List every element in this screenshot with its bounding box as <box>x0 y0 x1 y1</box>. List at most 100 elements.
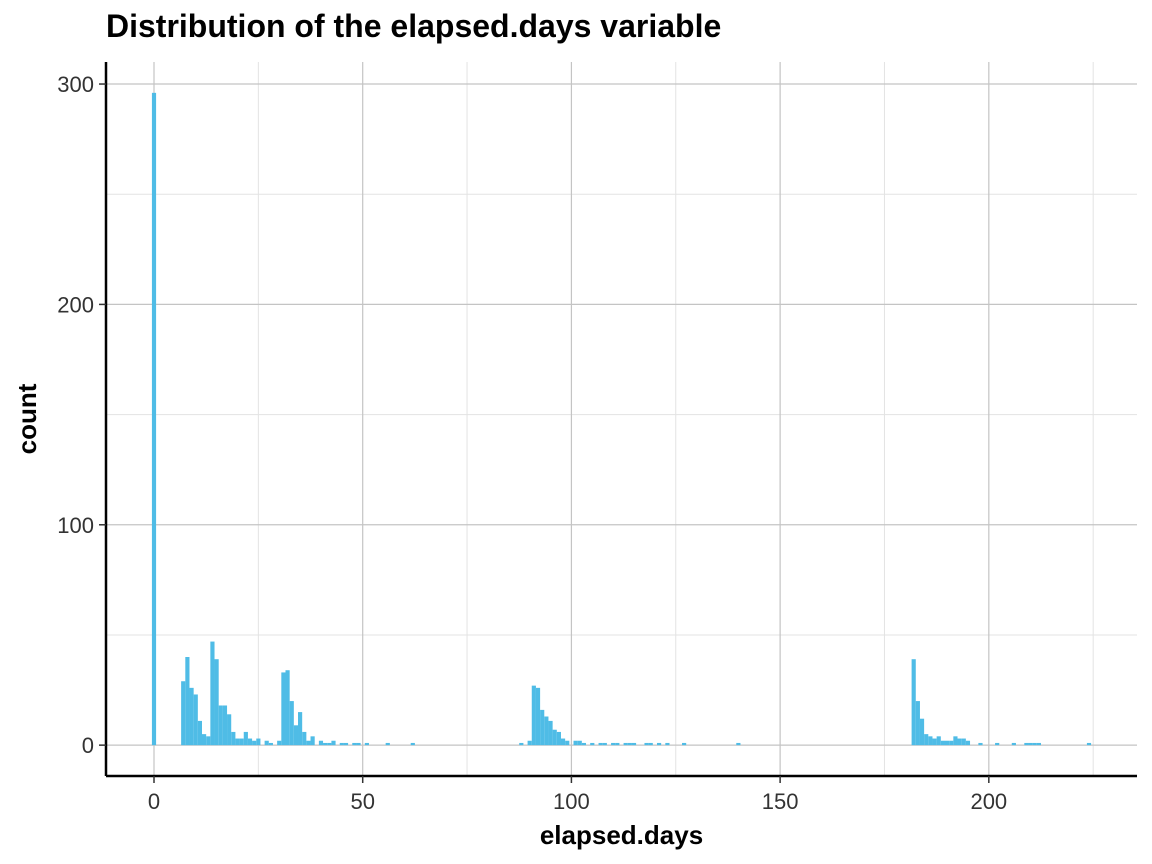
histogram-bar <box>306 740 311 746</box>
x-tick-label: 200 <box>970 789 1007 814</box>
histogram-bar <box>202 734 207 746</box>
histogram-bar <box>318 740 324 746</box>
y-tick-label: 300 <box>57 72 94 97</box>
histogram-bar <box>1086 742 1092 746</box>
histogram-bar <box>590 742 595 746</box>
histogram-bar <box>243 731 248 746</box>
histogram-bar <box>193 694 198 746</box>
histogram-bar <box>548 720 553 746</box>
histogram-bar <box>932 738 937 746</box>
histogram-bar <box>339 742 344 746</box>
histogram-bar <box>598 742 603 746</box>
histogram-bar <box>327 742 332 746</box>
histogram-bar <box>544 716 549 746</box>
histogram-bar <box>527 740 532 746</box>
histogram-bar <box>911 659 916 746</box>
histogram-bar <box>936 736 941 746</box>
histogram-bar <box>928 736 933 746</box>
histogram-bar <box>915 701 920 746</box>
histogram-bar <box>556 731 561 746</box>
histogram-bar <box>1028 742 1033 746</box>
histogram-bar <box>1036 742 1041 746</box>
histogram-bar <box>289 701 294 746</box>
histogram-bar <box>281 672 286 746</box>
histogram-bar <box>924 734 929 746</box>
histogram-bar <box>919 718 925 746</box>
histogram-bar <box>293 725 299 746</box>
histogram-bar <box>364 742 369 746</box>
histogram-bar <box>235 738 240 746</box>
histogram-bar <box>185 657 190 746</box>
y-tick-label: 100 <box>57 513 94 538</box>
histogram-bar <box>519 742 524 746</box>
x-tick-label: 150 <box>762 789 799 814</box>
histogram-bar <box>644 742 649 746</box>
ticks-layer: 0 50 100 150 200 0 100 200 300 <box>57 72 1007 814</box>
histogram-bar <box>343 742 349 746</box>
histogram-bar <box>978 742 983 746</box>
histogram-bar <box>302 731 307 746</box>
x-tick-label: 0 <box>148 789 160 814</box>
histogram-bar <box>961 738 966 746</box>
histogram-bar <box>682 742 687 746</box>
histogram-bar <box>631 742 637 746</box>
histogram-bar <box>331 740 336 746</box>
histogram-bar <box>540 709 545 746</box>
histogram-bar <box>206 736 211 746</box>
histogram-bar <box>218 705 223 746</box>
axes-layer <box>104 62 1137 778</box>
histogram-bar <box>944 740 950 746</box>
x-tick-label: 50 <box>350 789 374 814</box>
histogram-bar <box>665 742 670 746</box>
histogram-bar <box>352 742 357 746</box>
histogram-bar <box>227 714 232 746</box>
histogram-bar <box>256 738 261 746</box>
histogram-bar <box>181 681 186 746</box>
histogram-bar <box>531 685 536 746</box>
histogram-bar <box>560 738 566 746</box>
x-tick-label: 100 <box>553 789 590 814</box>
histogram-bar <box>573 740 578 746</box>
histogram-bar <box>552 729 557 746</box>
histogram-bar <box>1032 742 1037 746</box>
histogram-bar <box>736 742 741 746</box>
x-axis-title: elapsed.days <box>540 820 703 850</box>
y-tick-label: 200 <box>57 292 94 317</box>
histogram-bar <box>189 687 194 746</box>
histogram-bar <box>940 740 945 746</box>
chart-title: Distribution of the elapsed.days variabl… <box>106 8 722 44</box>
histogram-bar <box>949 740 954 746</box>
histogram-bar <box>310 736 315 746</box>
histogram-bar <box>410 742 415 746</box>
histogram-bar <box>264 740 269 746</box>
histogram-bar <box>277 740 282 746</box>
histogram-bar <box>239 738 244 746</box>
histogram-bar <box>323 742 328 746</box>
histogram-bar <box>285 670 290 746</box>
histogram-bar <box>602 742 607 746</box>
histogram-bar <box>623 742 628 746</box>
grid-layer <box>106 62 1137 776</box>
histogram-bar <box>995 742 1000 746</box>
histogram-bar <box>535 687 541 746</box>
histogram-bar <box>615 742 620 746</box>
histogram-bar <box>1011 742 1016 746</box>
histogram-bar <box>627 742 632 746</box>
histogram-bar <box>581 742 587 746</box>
histogram-bar <box>247 738 253 746</box>
histogram-bar <box>965 740 971 746</box>
histogram-bar <box>298 712 303 746</box>
histogram-bar <box>577 740 582 746</box>
histogram-bar <box>151 92 157 746</box>
histogram-bar <box>214 659 219 746</box>
histogram-bar <box>953 736 958 746</box>
histogram-bar <box>252 740 257 746</box>
y-tick-label: 0 <box>82 733 94 758</box>
histogram-bar <box>957 738 962 746</box>
y-axis-title: count <box>12 383 42 454</box>
histogram-bar <box>611 742 616 746</box>
histogram-bar <box>268 742 273 746</box>
histogram-bar <box>210 641 215 746</box>
histogram-bar <box>656 742 662 746</box>
